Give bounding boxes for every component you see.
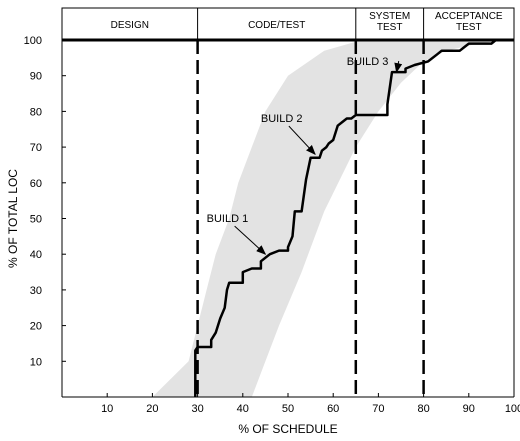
x-tick-label: 10 bbox=[101, 403, 113, 415]
x-tick-label: 80 bbox=[417, 403, 429, 415]
y-tick-label: 90 bbox=[30, 71, 42, 83]
phase-label: CODE/TEST bbox=[248, 20, 305, 31]
cumulative-loc-line bbox=[194, 39, 497, 397]
y-tick-label: 10 bbox=[30, 356, 42, 368]
build-annotation-label: BUILD 2 bbox=[261, 113, 303, 125]
phase-label: ACCEPTANCE bbox=[435, 11, 503, 22]
y-axis-label: % OF TOTAL LOC bbox=[6, 169, 20, 268]
y-tick-label: 60 bbox=[30, 178, 42, 190]
y-tick-label: 50 bbox=[30, 214, 42, 226]
x-tick-label: 20 bbox=[146, 403, 158, 415]
x-tick-label: 100 bbox=[505, 403, 520, 415]
build-annotation-label: BUILD 1 bbox=[207, 213, 249, 225]
y-tick-label: 70 bbox=[30, 142, 42, 154]
phase-label: TEST bbox=[377, 22, 403, 33]
phase-label: SYSTEM bbox=[369, 11, 410, 22]
expected-range-band bbox=[152, 40, 505, 397]
build-annotation-label: BUILD 3 bbox=[347, 56, 389, 68]
x-tick-label: 50 bbox=[282, 403, 294, 415]
x-tick-label: 60 bbox=[327, 403, 339, 415]
y-tick-label: 30 bbox=[30, 285, 42, 297]
build-annotation-arrow bbox=[288, 125, 316, 155]
y-tick-label: 80 bbox=[30, 106, 42, 118]
phase-label: TEST bbox=[456, 22, 482, 33]
x-tick-label: 30 bbox=[191, 403, 203, 415]
build-annotation-arrow bbox=[234, 225, 267, 255]
y-tick-label: 20 bbox=[30, 321, 42, 333]
y-tick-label: 100 bbox=[24, 35, 42, 47]
x-tick-label: 70 bbox=[372, 403, 384, 415]
build-annotation-arrow bbox=[394, 60, 403, 74]
x-tick-label: 90 bbox=[463, 403, 475, 415]
y-tick-label: 40 bbox=[30, 249, 42, 261]
x-tick-label: 40 bbox=[237, 403, 249, 415]
x-axis-label: % OF SCHEDULE bbox=[238, 422, 337, 436]
phase-label: DESIGN bbox=[111, 20, 149, 31]
